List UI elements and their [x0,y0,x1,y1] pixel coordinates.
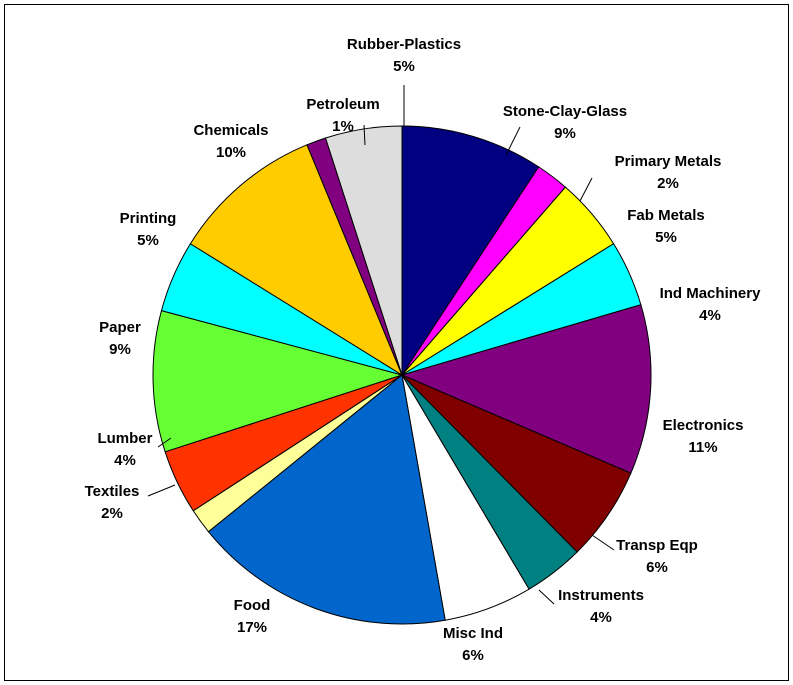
pie-slice-paper [152,310,404,453]
slice-label-name: Stone-Clay-Glass [503,103,627,120]
slice-label-percent: 5% [655,229,677,246]
slice-label-percent: 1% [332,118,354,135]
slice-label-percent: 17% [237,619,267,636]
pie-slices [152,125,652,625]
slice-label-name: Primary Metals [615,153,722,170]
slice-labels: Stone-Clay-Glass 9% Primary Metals 2% Fab Me… [85,36,761,664]
slice-label-percent: 9% [554,125,576,142]
slice-label-name: Rubber-Plastics [347,36,461,53]
pie-slice-chemicals [189,144,404,377]
slice-label-name: Fab Metals [627,207,705,224]
slice-label-percent: 4% [590,609,612,626]
slice-label-percent: 2% [657,175,679,192]
leader-line [538,589,555,605]
pie-slice-rubber-plastics [324,125,403,376]
pie-slice-electronics [400,304,652,474]
slice-label-percent: 6% [646,559,668,576]
leader-line [157,437,172,448]
slice-label-name: Printing [120,210,177,227]
chart-frame: Stone-Clay-Glass 9% Primary Metals 2% Fab Me… [4,4,789,681]
slice-label-name: Lumber [97,430,152,447]
leader-lines [147,85,615,605]
slice-label-percent: 5% [137,232,159,249]
slice-label-name: Instruments [558,587,644,604]
slice-label-name: Transp Eqp [616,537,698,554]
pie-slice-stone-clay-glass [401,125,540,377]
slice-label-name: Petroleum [306,96,379,113]
leader-line [591,534,615,551]
slice-label-percent: 6% [462,647,484,664]
slice-label-percent: 4% [699,307,721,324]
slice-label-percent: 4% [114,452,136,469]
slice-label-name: Chemicals [193,122,268,139]
slice-label-percent: 10% [216,144,246,161]
slice-label-name: Paper [99,319,141,336]
slice-label-name: Misc Ind [443,625,503,642]
leader-line [579,177,593,202]
slice-label-percent: 11% [688,439,717,456]
slice-label-name: Ind Machinery [660,285,762,302]
leader-line [363,124,366,146]
slice-label-name: Electronics [663,417,744,434]
slice-label-name: Food [234,597,271,614]
pie-chart: Stone-Clay-Glass 9% Primary Metals 2% Fab Me… [85,36,761,664]
slice-label-percent: 5% [393,58,415,75]
leader-line [147,484,176,497]
slice-label-percent: 2% [101,505,123,522]
slice-label-name: Textiles [85,483,140,500]
leader-line [505,126,521,156]
slice-label-percent: 9% [109,341,131,358]
pie-slice-food [207,374,446,625]
